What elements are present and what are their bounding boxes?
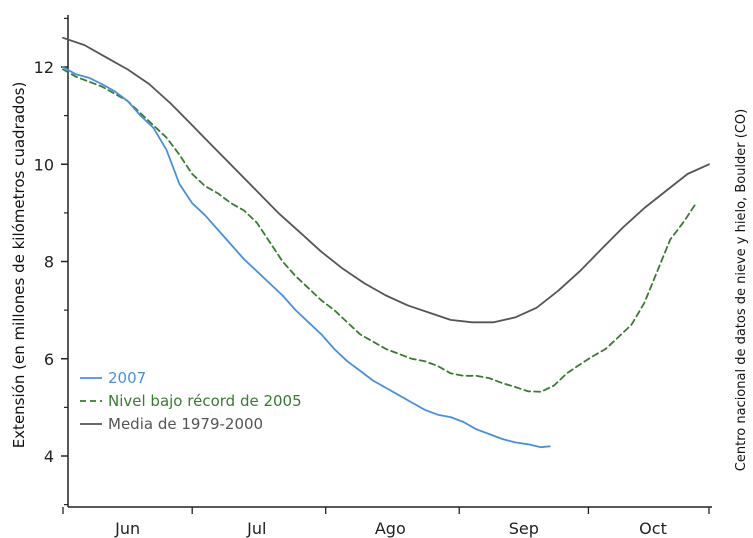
x-tick-label: Ago xyxy=(375,519,406,538)
y-ticks: 4 6 8 10 12 xyxy=(34,17,68,506)
legend-label-0: 2007 xyxy=(108,369,146,387)
source-credit: Centro nacional de datos de nieve y hiel… xyxy=(734,109,749,471)
axes xyxy=(67,15,712,508)
x-tick-label: Jul xyxy=(246,519,266,538)
y-tick-label: 4 xyxy=(44,447,54,466)
x-tick-label: Sep xyxy=(509,519,539,538)
series-line-0 xyxy=(62,66,551,449)
y-tick-label: 12 xyxy=(34,58,54,77)
x-tick-label: Jun xyxy=(114,519,140,538)
y-axis-label: Extensión (en millones de kilómetros cua… xyxy=(10,82,28,449)
legend-label-2: Media de 1979-2000 xyxy=(108,415,263,433)
series-line-2 xyxy=(62,36,710,324)
legend-label-1: Nivel bajo récord de 2005 xyxy=(108,392,302,410)
y-tick-label: 6 xyxy=(44,350,54,369)
legend: 2007 Nivel bajo récord de 2005 Media de 19… xyxy=(80,369,302,433)
x-tick-label: Oct xyxy=(639,519,667,538)
x-ticks: Jun Jul Ago Sep Oct xyxy=(62,507,710,538)
series-line-1 xyxy=(62,68,697,393)
y-tick-label: 10 xyxy=(34,155,54,174)
series-layer xyxy=(62,36,710,449)
y-tick-label: 8 xyxy=(44,253,54,272)
